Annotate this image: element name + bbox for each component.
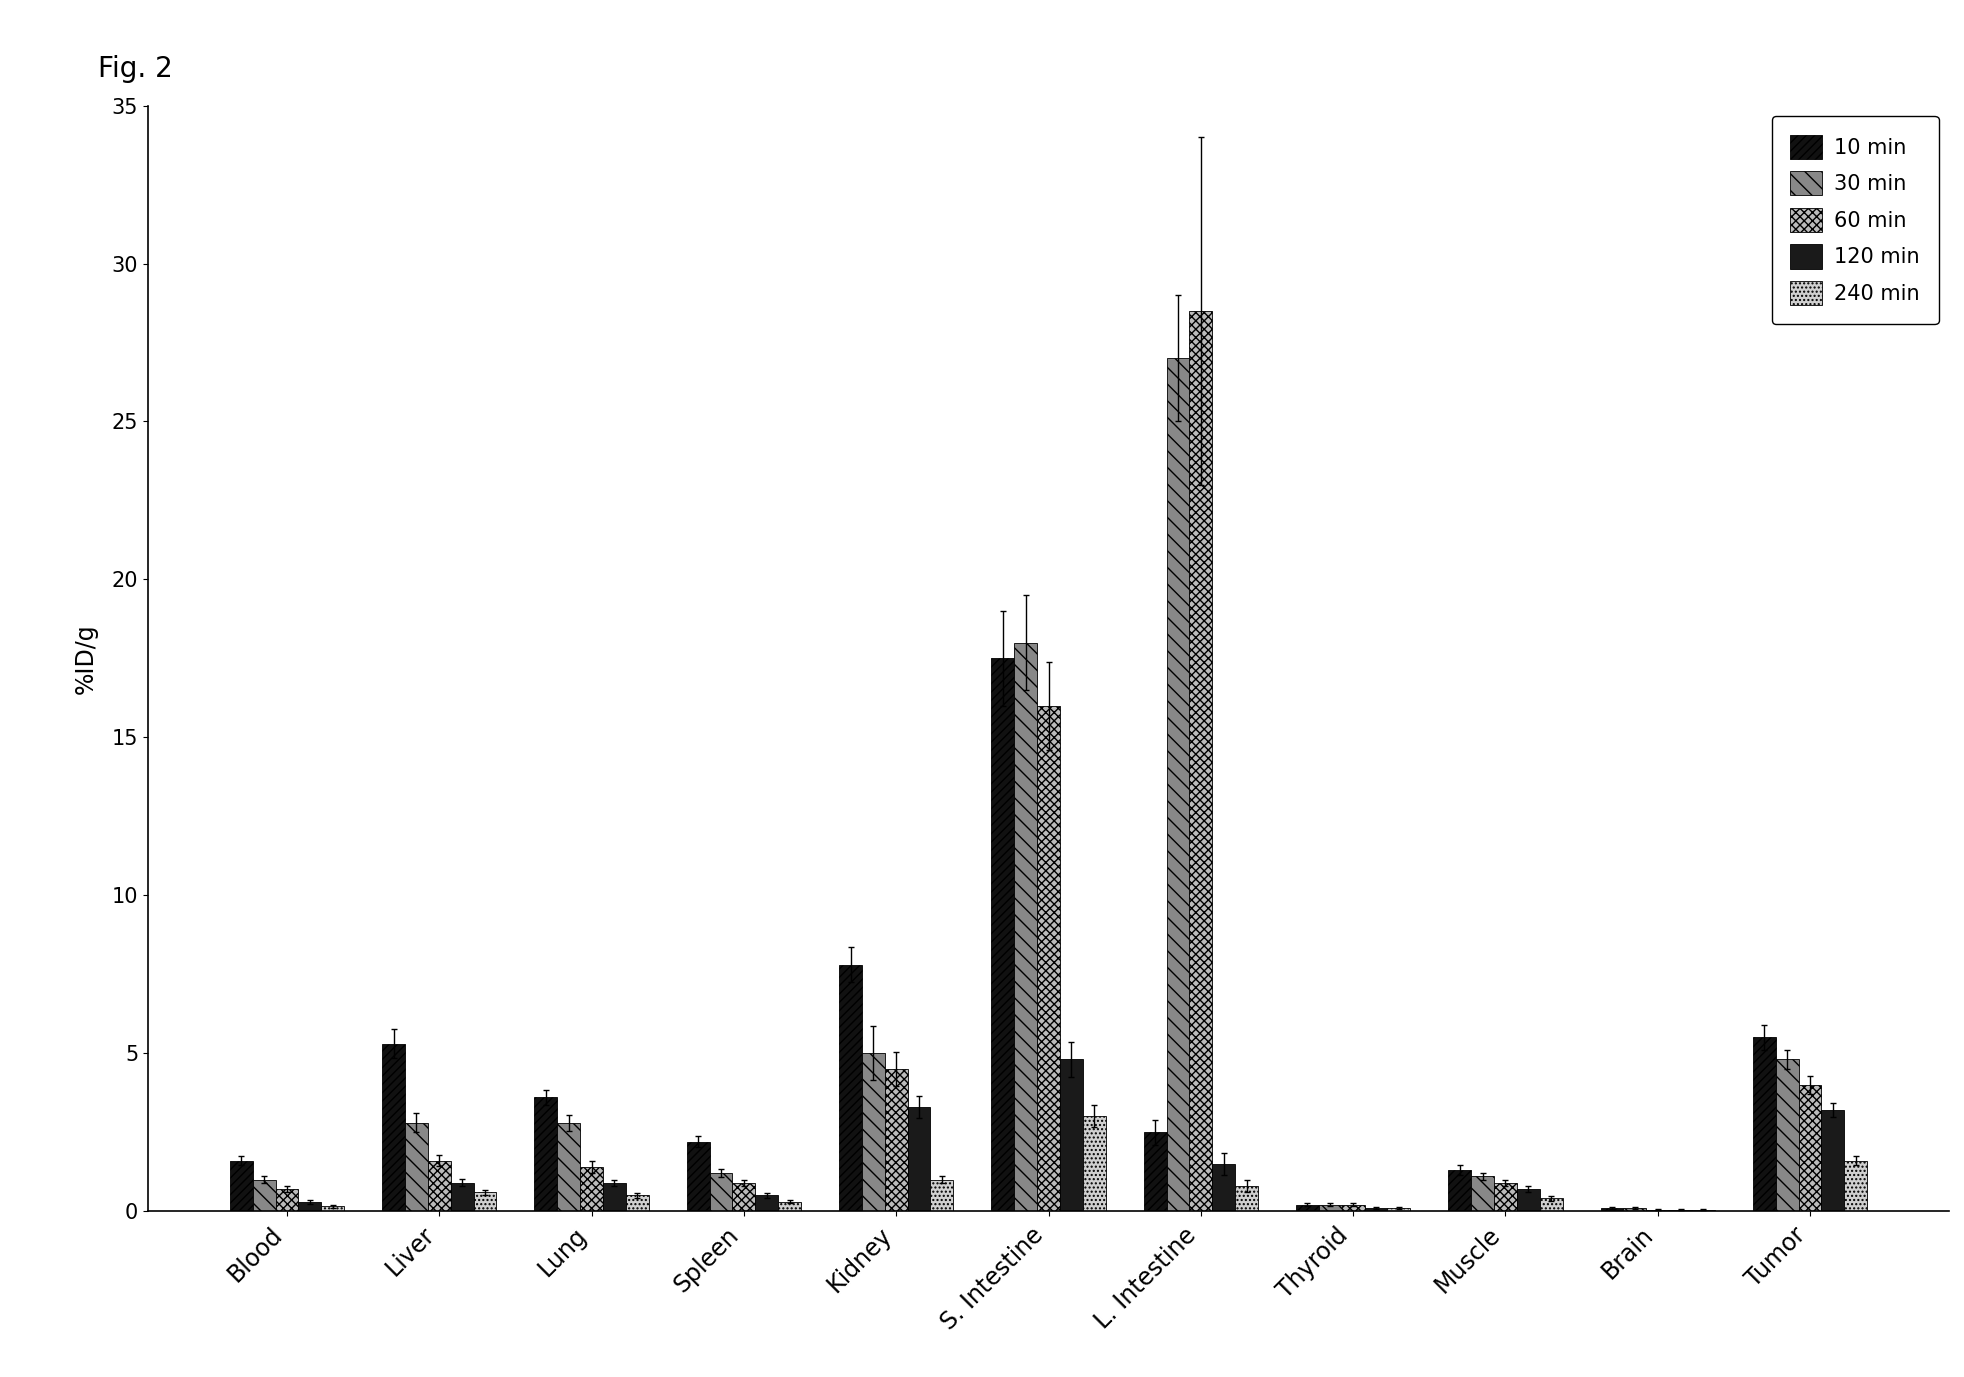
Bar — [603, 1183, 627, 1212]
Bar — [1775, 1059, 1799, 1212]
Bar — [1693, 1209, 1715, 1212]
Bar — [473, 1192, 497, 1212]
Bar — [1320, 1205, 1341, 1212]
Bar — [579, 1166, 603, 1212]
Bar — [405, 1122, 428, 1212]
Bar — [1601, 1208, 1624, 1212]
Bar — [1082, 1117, 1106, 1212]
Bar — [383, 1044, 405, 1212]
Bar — [1387, 1208, 1410, 1212]
Bar — [1143, 1132, 1167, 1212]
Bar — [1212, 1164, 1235, 1212]
Bar — [1669, 1209, 1693, 1212]
Bar — [627, 1195, 648, 1212]
Bar — [1844, 1161, 1868, 1212]
Bar — [687, 1142, 709, 1212]
Bar — [1190, 311, 1212, 1212]
Bar — [839, 965, 862, 1212]
Bar — [1821, 1110, 1844, 1212]
Bar — [756, 1195, 778, 1212]
Bar — [450, 1183, 473, 1212]
Bar — [1471, 1176, 1495, 1212]
Y-axis label: %ID/g: %ID/g — [75, 622, 98, 694]
Bar — [1296, 1205, 1320, 1212]
Bar — [253, 1180, 275, 1212]
Bar — [733, 1183, 756, 1212]
Bar — [1540, 1198, 1563, 1212]
Bar — [558, 1122, 579, 1212]
Bar — [1341, 1205, 1365, 1212]
Bar — [1365, 1208, 1387, 1212]
Bar — [299, 1202, 322, 1212]
Bar — [992, 658, 1013, 1212]
Bar — [230, 1161, 253, 1212]
Bar — [1167, 358, 1190, 1212]
Bar — [1037, 706, 1061, 1212]
Bar — [428, 1161, 450, 1212]
Bar — [1516, 1188, 1540, 1212]
Text: Fig. 2: Fig. 2 — [98, 55, 173, 83]
Bar — [907, 1107, 931, 1212]
Legend: 10 min, 30 min, 60 min, 120 min, 240 min: 10 min, 30 min, 60 min, 120 min, 240 min — [1772, 116, 1938, 324]
Bar — [1624, 1208, 1646, 1212]
Bar — [534, 1097, 558, 1212]
Bar — [1061, 1059, 1082, 1212]
Bar — [1447, 1170, 1471, 1212]
Bar — [886, 1069, 907, 1212]
Bar — [931, 1180, 953, 1212]
Bar — [709, 1173, 733, 1212]
Bar — [322, 1206, 344, 1212]
Bar — [1799, 1085, 1821, 1212]
Bar — [1495, 1183, 1516, 1212]
Bar — [1646, 1209, 1669, 1212]
Bar — [1754, 1037, 1775, 1212]
Bar — [862, 1053, 886, 1212]
Bar — [1013, 643, 1037, 1212]
Bar — [778, 1202, 801, 1212]
Bar — [1235, 1186, 1257, 1212]
Bar — [275, 1188, 299, 1212]
